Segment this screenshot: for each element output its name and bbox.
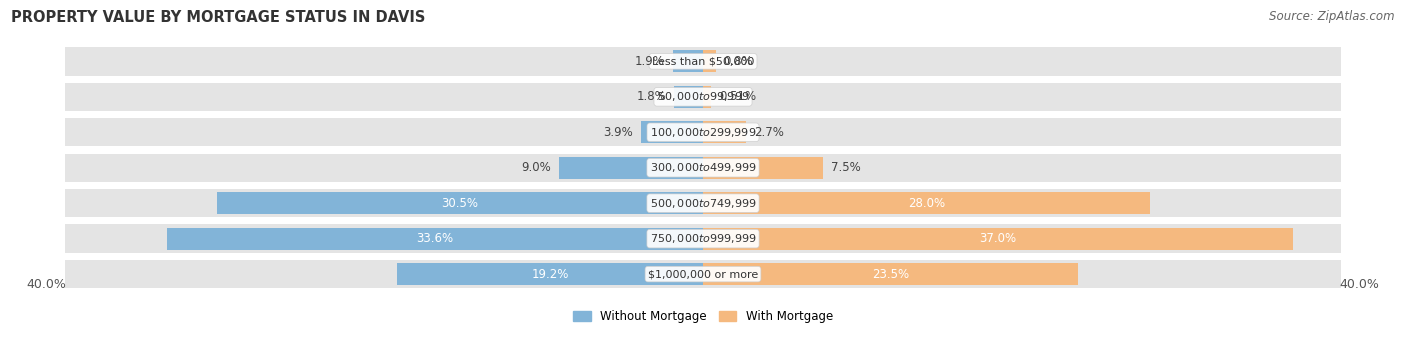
Bar [65, 154, 1341, 182]
Bar [65, 83, 1341, 111]
Legend: Without Mortgage, With Mortgage: Without Mortgage, With Mortgage [568, 305, 838, 328]
Text: 28.0%: 28.0% [908, 197, 945, 210]
Text: 7.5%: 7.5% [831, 161, 860, 174]
Bar [703, 50, 716, 72]
Bar [641, 121, 703, 143]
Bar [703, 86, 711, 108]
Text: $100,000 to $299,999: $100,000 to $299,999 [650, 126, 756, 139]
Bar [65, 118, 1341, 147]
Text: $750,000 to $999,999: $750,000 to $999,999 [650, 232, 756, 245]
Text: 40.0%: 40.0% [27, 278, 66, 291]
Text: 1.9%: 1.9% [636, 55, 665, 68]
Bar [560, 157, 703, 179]
Bar [65, 189, 1341, 217]
Text: 40.0%: 40.0% [1340, 278, 1379, 291]
Bar [675, 86, 703, 108]
Text: $1,000,000 or more: $1,000,000 or more [648, 269, 758, 279]
Bar [217, 192, 703, 214]
Bar [65, 47, 1341, 75]
Bar [703, 121, 747, 143]
Text: $300,000 to $499,999: $300,000 to $499,999 [650, 161, 756, 174]
Text: 30.5%: 30.5% [441, 197, 478, 210]
Text: PROPERTY VALUE BY MORTGAGE STATUS IN DAVIS: PROPERTY VALUE BY MORTGAGE STATUS IN DAV… [11, 10, 426, 25]
Text: 1.8%: 1.8% [637, 90, 666, 103]
Text: 23.5%: 23.5% [872, 268, 908, 280]
Text: $500,000 to $749,999: $500,000 to $749,999 [650, 197, 756, 210]
Text: 19.2%: 19.2% [531, 268, 568, 280]
Bar [703, 228, 1294, 250]
Bar [703, 263, 1078, 285]
Text: 37.0%: 37.0% [980, 232, 1017, 245]
Bar [703, 157, 823, 179]
Text: Source: ZipAtlas.com: Source: ZipAtlas.com [1270, 10, 1395, 23]
Bar [65, 224, 1341, 253]
Bar [703, 192, 1150, 214]
Text: 0.8%: 0.8% [724, 55, 754, 68]
Bar [65, 260, 1341, 288]
Text: 9.0%: 9.0% [522, 161, 551, 174]
Text: $50,000 to $99,999: $50,000 to $99,999 [657, 90, 749, 103]
Text: 3.9%: 3.9% [603, 126, 633, 139]
Text: 2.7%: 2.7% [754, 126, 785, 139]
Bar [167, 228, 703, 250]
Text: 33.6%: 33.6% [416, 232, 454, 245]
Bar [672, 50, 703, 72]
Text: 0.51%: 0.51% [718, 90, 756, 103]
Text: Less than $50,000: Less than $50,000 [652, 56, 754, 66]
Bar [396, 263, 703, 285]
